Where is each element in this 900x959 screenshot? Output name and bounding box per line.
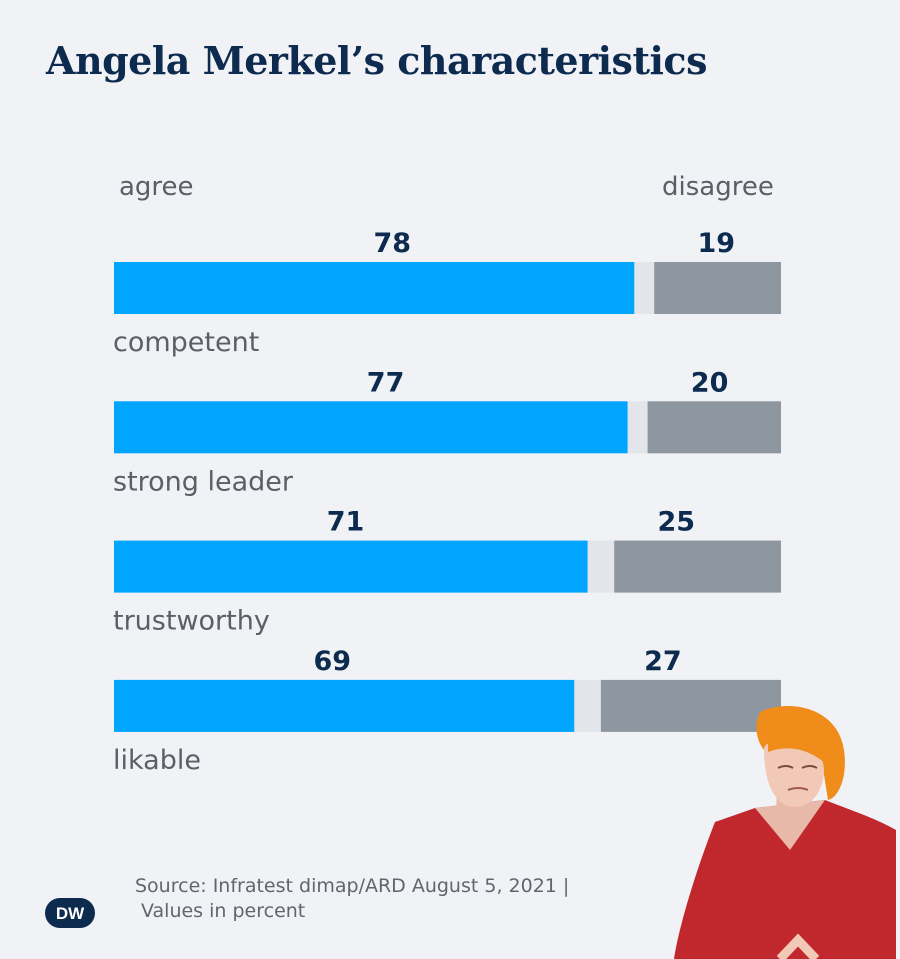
value-label-disagree: 19 (697, 228, 735, 259)
legend-agree: agree (119, 172, 194, 202)
logo-text: DW (56, 904, 85, 923)
value-label-disagree: 27 (644, 646, 682, 677)
bar-agree (114, 401, 628, 454)
value-label-agree: 69 (313, 646, 351, 677)
bar-agree (114, 679, 575, 732)
dw-logo: DW (45, 898, 95, 928)
value-label-agree: 78 (373, 228, 411, 259)
legend-disagree: disagree (662, 172, 774, 202)
bar-agree (114, 262, 635, 314)
bar-disagree (647, 401, 781, 454)
value-label-disagree: 25 (657, 507, 695, 538)
value-label-disagree: 20 (691, 367, 729, 398)
values-note: Values in percent (141, 900, 306, 922)
bar-disagree (600, 679, 781, 732)
source-line: Source: Infratest dimap/ARD August 5, 20… (135, 875, 570, 897)
chart-title: Angela Merkel’s characteristics (46, 38, 707, 83)
category-label: likable (113, 745, 201, 776)
bar-disagree (654, 262, 781, 314)
source-note: Source: Infratest dimap/ARD August 5, 20… (135, 874, 569, 924)
value-label-agree: 77 (367, 367, 405, 398)
category-label: competent (113, 327, 259, 358)
bar-disagree (614, 540, 781, 593)
merkel-illustration (674, 706, 896, 959)
bar-agree (114, 540, 588, 593)
category-label: trustworthy (113, 606, 270, 637)
category-label: strong leader (113, 466, 294, 497)
value-label-agree: 71 (327, 507, 365, 538)
